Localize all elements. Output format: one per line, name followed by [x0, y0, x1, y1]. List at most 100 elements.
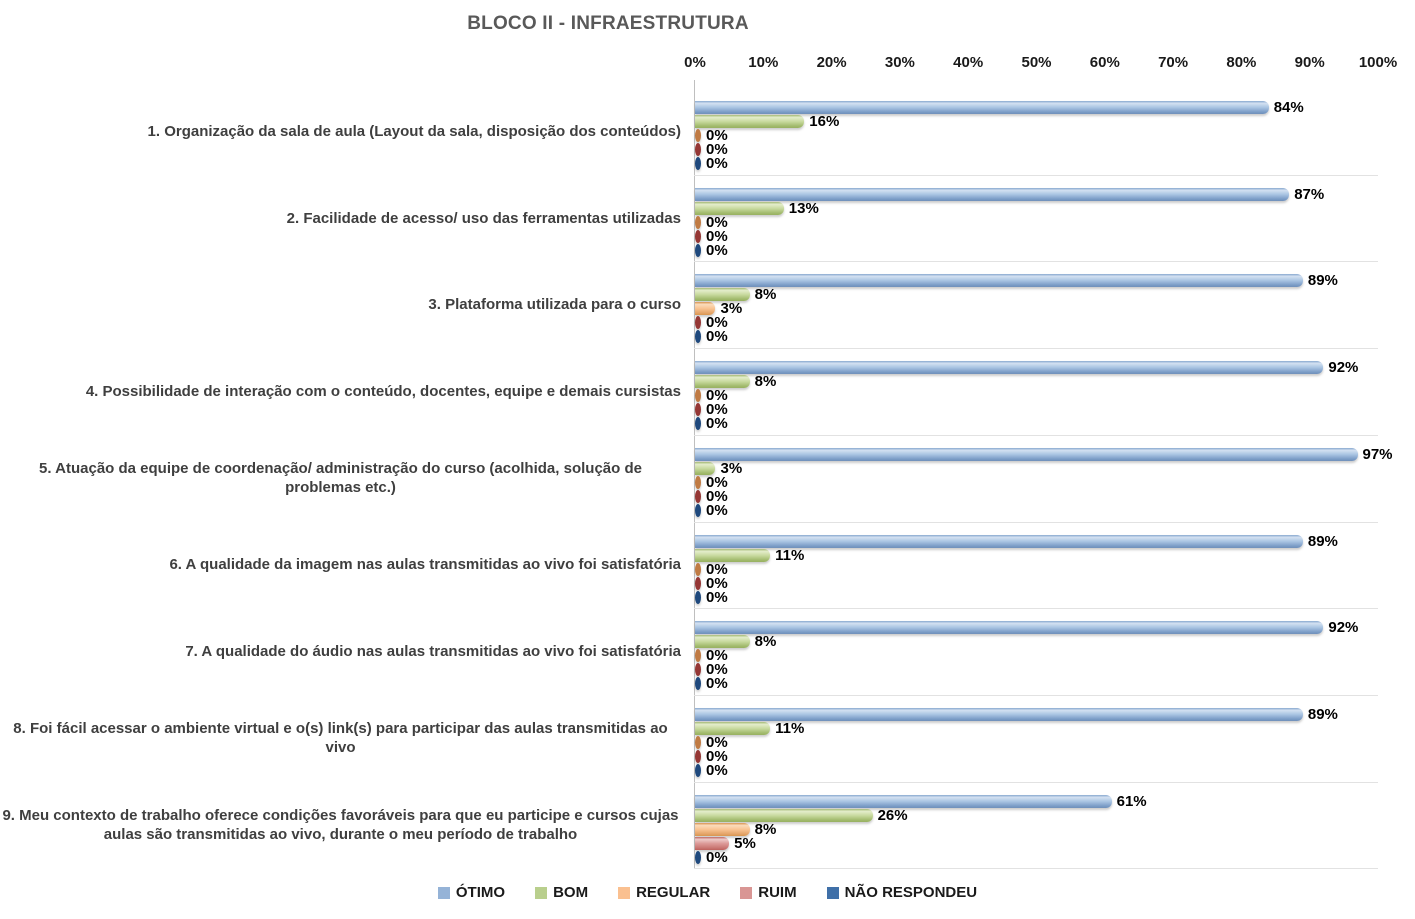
- bar-bom: [695, 288, 750, 302]
- x-axis-tick-label: 20%: [816, 54, 847, 71]
- zero-bar-ruim: [695, 576, 701, 590]
- category-label: 4. Possibilidade de interação com o cont…: [85, 382, 681, 400]
- zero-bar-ruim: [695, 229, 701, 243]
- bar--timo: [695, 534, 1303, 548]
- category-group: 9. Meu contexto de trabalho oferece cond…: [0, 782, 1415, 869]
- legend-swatch: [437, 886, 450, 899]
- value-label: 89%: [1307, 272, 1338, 290]
- bar--timo: [695, 361, 1324, 375]
- category-label-cell: 4. Possibilidade de interação com o cont…: [0, 348, 681, 435]
- value-label: 0%: [706, 647, 728, 665]
- value-label: 0%: [706, 387, 728, 405]
- value-label: 0%: [706, 501, 728, 519]
- category-separator-line: [694, 782, 1378, 783]
- bar-regular: [695, 822, 750, 836]
- value-label: 97%: [1362, 445, 1393, 463]
- zero-bar-n-o-respondeu: [695, 763, 701, 777]
- zero-bar-n-o-respondeu: [695, 417, 701, 431]
- value-label: 0%: [706, 473, 728, 491]
- value-label: 84%: [1273, 99, 1304, 116]
- value-label: 0%: [706, 761, 728, 779]
- value-label: 0%: [706, 560, 728, 578]
- category-label: 9. Meu contexto de trabalho oferece cond…: [2, 806, 679, 843]
- value-label: 0%: [706, 661, 728, 679]
- value-label: 5%: [734, 834, 756, 852]
- chart-title: BLOCO II - INFRAESTRUTURA: [467, 13, 749, 34]
- x-axis-tick-label: 90%: [1294, 54, 1325, 71]
- x-axis-tick-label: 60%: [1089, 54, 1120, 71]
- legend-swatch: [618, 886, 631, 899]
- bar-bom: [695, 548, 771, 562]
- value-label: 8%: [754, 373, 777, 391]
- legend-swatch: [535, 886, 548, 899]
- category-separator-line: [694, 348, 1378, 349]
- value-label: 92%: [1328, 359, 1359, 377]
- category-group: 5. Atuação da equipe de coordenação/ adm…: [0, 435, 1415, 522]
- bar--timo: [695, 101, 1269, 114]
- category-axis-line: [694, 80, 695, 868]
- value-label: 0%: [706, 588, 728, 606]
- x-axis-tick-label: 100%: [1358, 54, 1398, 71]
- category-label: 3. Plataforma utilizada para o curso: [428, 296, 681, 314]
- x-axis-tick-label: 80%: [1226, 54, 1257, 71]
- bar-ruim: [695, 836, 730, 850]
- value-label: 16%: [809, 113, 840, 130]
- category-group: 1. Organização da sala de aula (Layout d…: [0, 88, 1415, 175]
- bar-bom: [695, 375, 750, 389]
- bar-bom: [695, 808, 873, 822]
- bar-bom: [695, 201, 784, 215]
- legend-item-bom: BOM: [535, 884, 588, 901]
- value-label: 8%: [754, 820, 777, 838]
- x-axis-tick-label: 30%: [884, 54, 915, 71]
- category-label: 8. Foi fácil acessar o ambiente virtual …: [13, 720, 668, 757]
- zero-bar-regular: [695, 649, 701, 663]
- category-separator-line: [694, 868, 1378, 869]
- zero-bar-regular: [695, 129, 701, 142]
- bar--timo: [695, 447, 1358, 461]
- value-label: 0%: [706, 127, 728, 144]
- category-separator-line: [694, 522, 1378, 523]
- value-label: 0%: [706, 401, 728, 419]
- legend-label: NÃO RESPONDEU: [844, 884, 978, 901]
- zero-bar-n-o-respondeu: [695, 243, 701, 257]
- category-label-cell: 5. Atuação da equipe de coordenação/ adm…: [0, 435, 681, 522]
- legend-item-n-o-respondeu: NÃO RESPONDEU: [826, 884, 978, 901]
- value-label: 89%: [1307, 705, 1338, 723]
- bar--timo: [695, 621, 1324, 635]
- category-separator-line: [694, 695, 1378, 696]
- category-label: 2. Facilidade de acesso/ uso das ferrame…: [286, 209, 681, 227]
- zero-bar-ruim: [695, 489, 701, 503]
- zero-bar-n-o-respondeu: [695, 677, 701, 691]
- category-group: 3. Plataforma utilizada para o curso 89% 8…: [0, 261, 1415, 348]
- value-label: 89%: [1307, 532, 1338, 550]
- category-group: 8. Foi fácil acessar o ambiente virtual …: [0, 695, 1415, 782]
- category-group: 4. Possibilidade de interação com o cont…: [0, 348, 1415, 435]
- category-label: 1. Organização da sala de aula (Layout d…: [147, 122, 681, 140]
- bar-regular: [695, 302, 716, 316]
- value-label: 0%: [706, 241, 728, 259]
- zero-bar-ruim: [695, 749, 701, 763]
- value-label: 0%: [706, 848, 728, 866]
- legend-swatch: [740, 886, 753, 899]
- zero-bar-n-o-respondeu: [695, 157, 701, 170]
- value-label: 61%: [1116, 792, 1147, 810]
- bar-bom: [695, 635, 750, 649]
- legend-label: RUIM: [758, 884, 797, 901]
- bar--timo: [695, 794, 1112, 808]
- value-label: 87%: [1294, 185, 1325, 203]
- category-label: 5. Atuação da equipe de coordenação/ adm…: [39, 460, 642, 497]
- bar-bom: [695, 461, 716, 475]
- x-axis-tick-label: 50%: [1021, 54, 1052, 71]
- value-label: 11%: [775, 719, 805, 737]
- value-label: 0%: [706, 747, 728, 765]
- value-label: 0%: [706, 328, 728, 346]
- category-label-cell: 8. Foi fácil acessar o ambiente virtual …: [0, 695, 681, 782]
- value-label: 26%: [877, 806, 908, 824]
- value-label: 0%: [706, 227, 728, 245]
- category-group: 2. Facilidade de acesso/ uso das ferrame…: [0, 175, 1415, 262]
- x-axis-tick-label: 40%: [953, 54, 984, 71]
- category-separator-line: [694, 435, 1378, 436]
- category-label-cell: 3. Plataforma utilizada para o curso: [0, 261, 681, 348]
- value-label: 0%: [706, 314, 728, 332]
